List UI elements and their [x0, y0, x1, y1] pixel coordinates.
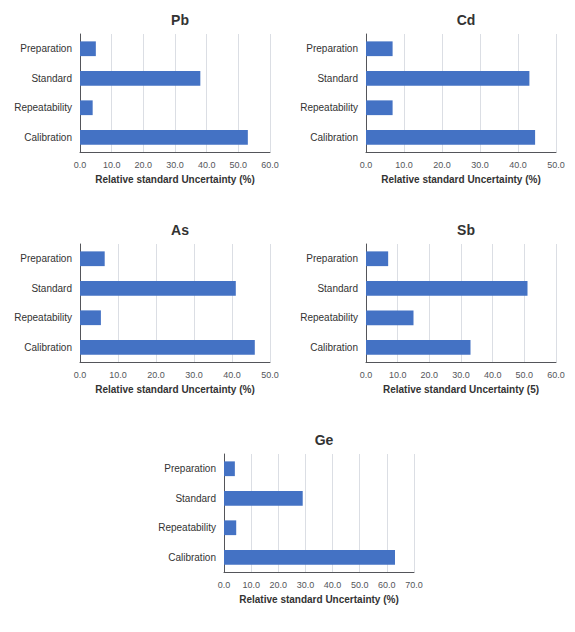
svg-text:50.0: 50.0 [351, 580, 369, 590]
svg-text:30.0: 30.0 [297, 580, 315, 590]
svg-text:20.0: 20.0 [433, 160, 451, 170]
svg-text:20.0: 20.0 [421, 370, 439, 380]
svg-text:Relative standard Uncertainty: Relative standard Uncertainty (%) [239, 594, 399, 605]
svg-text:40.0: 40.0 [324, 580, 342, 590]
svg-text:60.0: 60.0 [261, 160, 279, 170]
svg-text:Repeatability: Repeatability [14, 312, 72, 323]
svg-text:Ge: Ge [315, 432, 334, 448]
svg-text:10.0: 10.0 [109, 370, 127, 380]
svg-text:Relative standard Uncertainty: Relative standard Uncertainty (%) [381, 174, 541, 185]
svg-text:60.0: 60.0 [378, 580, 396, 590]
svg-text:20.0: 20.0 [147, 370, 165, 380]
svg-text:20.0: 20.0 [270, 580, 288, 590]
svg-text:70.0: 70.0 [405, 580, 423, 590]
svg-text:Preparation: Preparation [164, 463, 216, 474]
svg-text:Pb: Pb [171, 12, 189, 28]
svg-text:Standard: Standard [31, 283, 72, 294]
svg-text:30.0: 30.0 [185, 370, 203, 380]
svg-text:20.0: 20.0 [135, 160, 153, 170]
svg-text:Calibration: Calibration [24, 342, 72, 353]
svg-text:10.0: 10.0 [389, 370, 407, 380]
svg-text:50.0: 50.0 [230, 160, 248, 170]
svg-text:30.0: 30.0 [166, 160, 184, 170]
svg-text:Standard: Standard [31, 73, 72, 84]
svg-text:10.0: 10.0 [395, 160, 413, 170]
svg-text:50.0: 50.0 [516, 370, 534, 380]
svg-text:40.0: 40.0 [198, 160, 216, 170]
svg-text:10.0: 10.0 [103, 160, 121, 170]
svg-text:50.0: 50.0 [261, 370, 279, 380]
svg-text:40.0: 40.0 [509, 160, 527, 170]
svg-text:0.0: 0.0 [74, 160, 87, 170]
svg-text:40.0: 40.0 [484, 370, 502, 380]
svg-text:Relative standard Uncertainty: Relative standard Uncertainty (5) [383, 384, 539, 395]
svg-text:Calibration: Calibration [310, 132, 358, 143]
svg-text:Preparation: Preparation [306, 43, 358, 54]
svg-text:Relative standard Uncertainty: Relative standard Uncertainty (%) [95, 384, 255, 395]
svg-text:0.0: 0.0 [74, 370, 87, 380]
svg-text:60.0: 60.0 [547, 370, 565, 380]
svg-text:0.0: 0.0 [360, 160, 373, 170]
svg-text:Repeatability: Repeatability [158, 522, 216, 533]
svg-text:Relative standard Uncertainty: Relative standard Uncertainty (%) [95, 174, 255, 185]
svg-text:10.0: 10.0 [242, 580, 260, 590]
svg-text:30.0: 30.0 [471, 160, 489, 170]
svg-text:40.0: 40.0 [223, 370, 241, 380]
svg-text:Standard: Standard [175, 493, 216, 504]
svg-text:30.0: 30.0 [452, 370, 470, 380]
svg-text:Sb: Sb [457, 222, 475, 238]
svg-text:Preparation: Preparation [306, 253, 358, 264]
svg-text:Repeatability: Repeatability [300, 312, 358, 323]
svg-text:0.0: 0.0 [360, 370, 373, 380]
svg-text:Cd: Cd [457, 12, 476, 28]
svg-text:Standard: Standard [317, 73, 358, 84]
svg-text:0.0: 0.0 [218, 580, 231, 590]
svg-text:Standard: Standard [317, 283, 358, 294]
svg-text:Preparation: Preparation [20, 43, 72, 54]
svg-text:50.0: 50.0 [547, 160, 565, 170]
svg-text:Calibration: Calibration [24, 132, 72, 143]
svg-text:Calibration: Calibration [168, 552, 216, 563]
svg-text:As: As [171, 222, 189, 238]
svg-text:Repeatability: Repeatability [14, 102, 72, 113]
svg-text:Preparation: Preparation [20, 253, 72, 264]
svg-text:Calibration: Calibration [310, 342, 358, 353]
svg-text:Repeatability: Repeatability [300, 102, 358, 113]
